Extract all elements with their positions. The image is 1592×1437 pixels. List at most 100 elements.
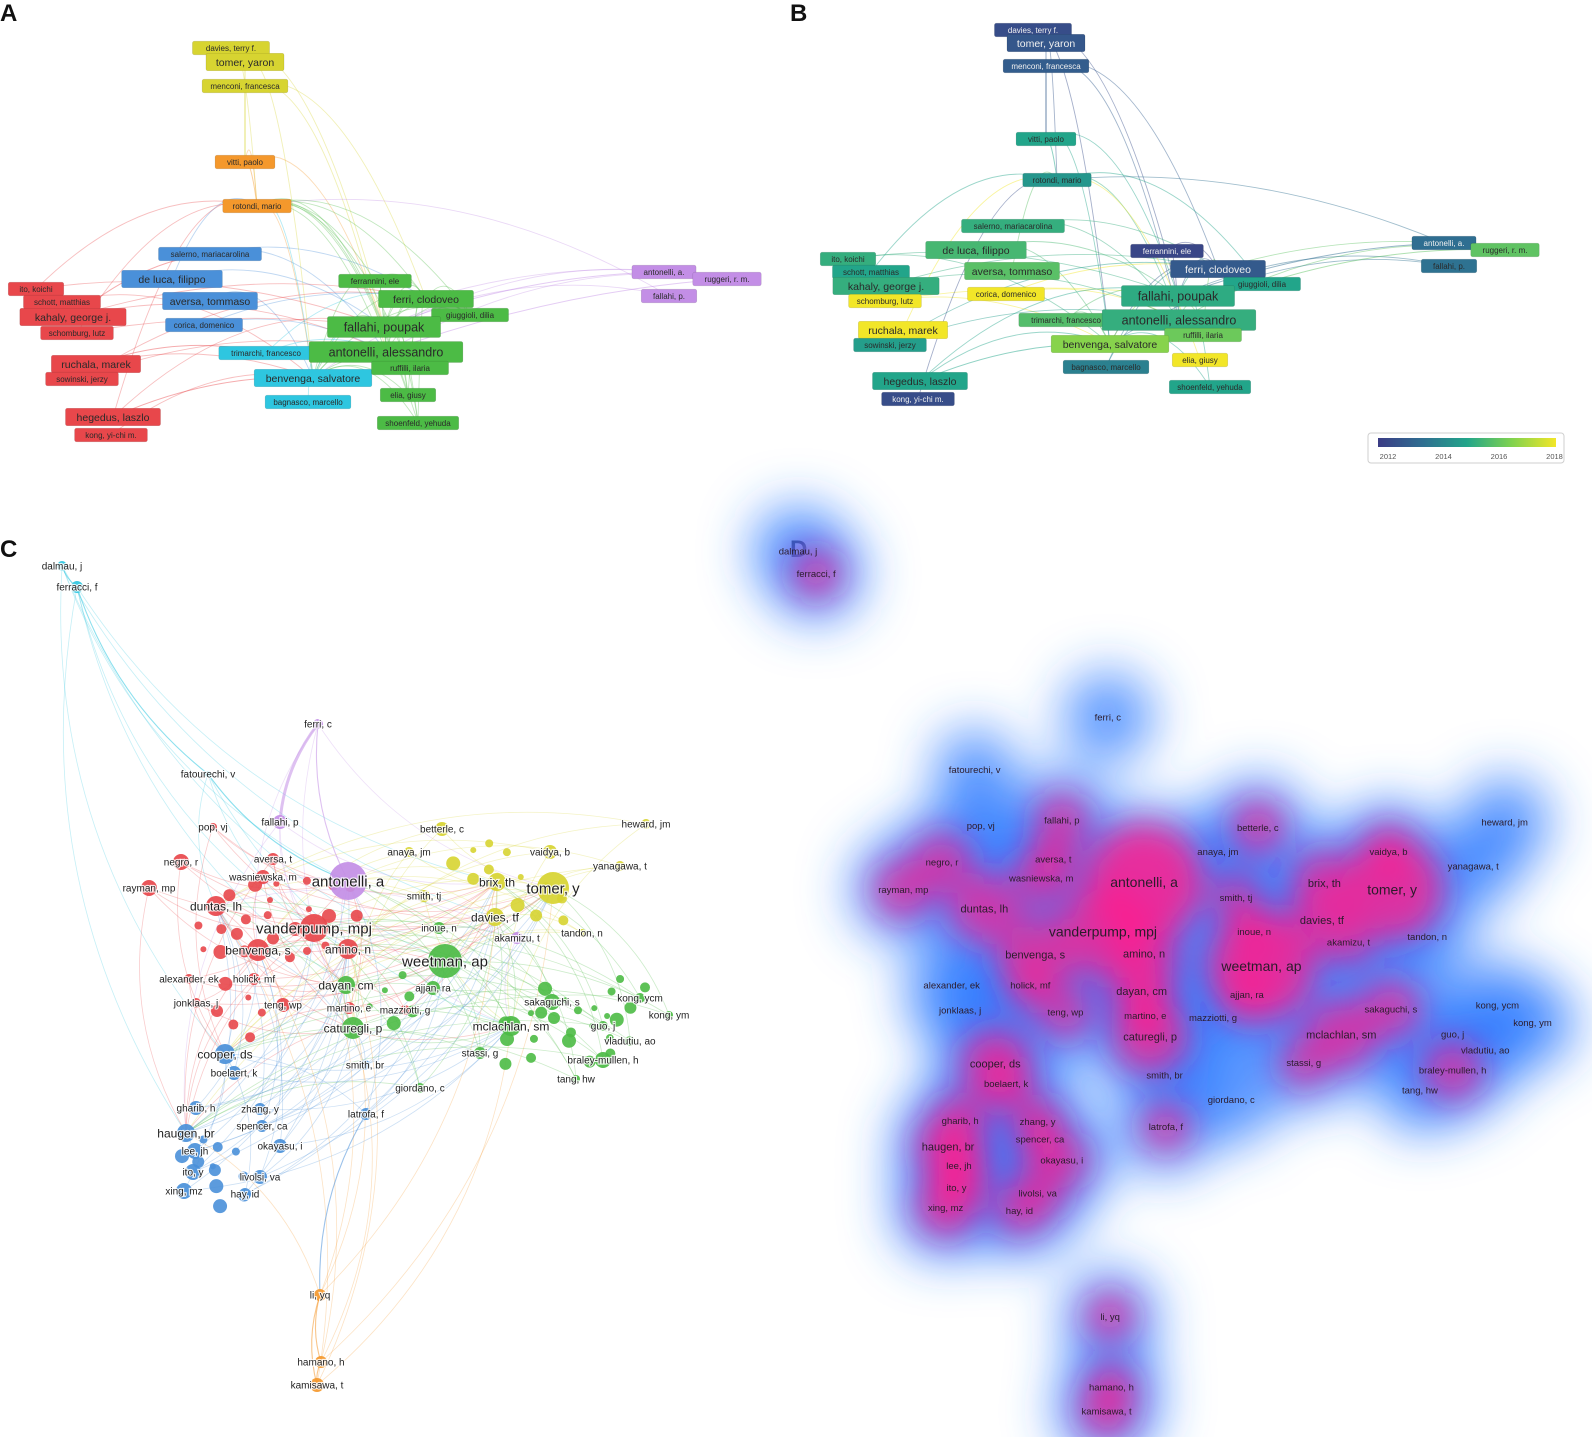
panel-b-node-menconi-francesca[interactable]: menconi, francesca [1002,58,1090,74]
panel-b-node-ruchala-marek[interactable]: ruchala, marek [858,320,948,340]
panel-c-node-fallahi-p[interactable]: fallahi, p [260,815,300,830]
panel-b-node-sowinski-jerzy[interactable]: sowinski, jerzy [853,337,927,353]
panel-c-node-hay-id[interactable]: hay, id [230,1188,260,1202]
panel-a-node-giuggioli-dilia[interactable]: giuggioli, dilia [431,307,509,323]
panel-c-node-tandon-n[interactable]: tandon, n [560,927,604,940]
panel-b-node-hegedus-laszlo[interactable]: hegedus, laszlo [872,371,968,391]
panel-c-node-sakaguchi-s[interactable]: sakaguchi, s [523,994,581,1010]
panel-c-node-negro-r[interactable]: negro, r [163,854,200,870]
panel-c-node-mazziotti-g[interactable]: mazziotti, g [379,1004,432,1017]
panel-c-node-aversa-t[interactable]: aversa, t [253,853,293,867]
panel-b-node-ruffilli-ilaria[interactable]: ruffilli, ilaria [1164,327,1242,343]
panel-c-node-livolsi-va[interactable]: livolsi, va [239,1170,282,1185]
panel-a-node-hegedus-laszlo[interactable]: hegedus, laszlo [65,407,161,427]
panel-b-node-shoenfeld-yehuda[interactable]: shoenfeld, yehuda [1168,379,1252,395]
panel-b-node-kahaly-george-j[interactable]: kahaly, george j. [832,276,940,296]
panel-c-node-betterle-c[interactable]: betterle, c [419,822,465,837]
panel-c-node-xing-mz[interactable]: xing, mz [164,1183,204,1199]
panel-a-node-benvenga-salvatore[interactable]: benvenga, salvatore [253,368,373,388]
panel-c-node-rayman-mp[interactable]: rayman, mp [122,880,177,896]
panel-c-node-kong-ycm[interactable]: kong, ycm [616,992,664,1005]
panel-b-node-salerno-mariacarolina[interactable]: salerno, mariacarolina [961,218,1065,234]
panel-c-node-dalmau-j[interactable]: dalmau, j [41,560,84,573]
panel-c-node-brix-th[interactable]: brix, th [478,873,516,891]
panel-a-node-ruffilli-ilaria[interactable]: ruffilli, ilaria [371,360,449,376]
panel-c-node-dayan-cm[interactable]: dayan, cm [317,976,375,994]
panel-c-node-benvenga-s[interactable]: benvenga, s [224,939,292,961]
panel-c-node-ferracci-f[interactable]: ferracci, f [55,581,99,595]
panel-c-node-ferri-c[interactable]: ferri, c [303,718,333,731]
panel-a-node-sowinski-jerzy[interactable]: sowinski, jerzy [45,371,119,387]
panel-c-node-wasniewska-m[interactable]: wasniewska, m [227,870,298,885]
panel-c-node-stassi-g[interactable]: stassi, g [461,1047,499,1061]
panel-a-node-fallahi-p[interactable]: fallahi, p. [640,288,698,304]
panel-b-node-schott-matthias[interactable]: schott, matthias [832,264,910,280]
panel-c-node-okayasu-i[interactable]: okayasu, i [256,1139,304,1154]
panel-c-node-mclachlan-sm[interactable]: mclachlan, sm [472,1016,550,1036]
panel-c-node-duntas-lh[interactable]: duntas, lh [189,896,243,916]
panel-a-node-salerno-mariacarolina[interactable]: salerno, mariacarolina [158,246,262,262]
panel-a-node-rotondi-mario[interactable]: rotondi, mario [222,198,292,214]
panel-b-node-bagnasco-marcello[interactable]: bagnasco, marcello [1062,359,1150,375]
panel-c-node-braley-mullen-h[interactable]: braley-mullen, h [566,1052,640,1068]
panel-b-node-benvenga-salvatore[interactable]: benvenga, salvatore [1050,334,1170,354]
panel-c-node-tang-hw[interactable]: tang, hw [556,1073,597,1086]
panel-b-node-antonelli-alessandro[interactable]: antonelli, alessandro [1101,309,1257,331]
panel-a-node-kong-yi-chi-m[interactable]: kong, yi-chi m. [74,427,148,443]
panel-a-node-de-luca-filippo[interactable]: de luca, filippo [121,269,223,289]
panel-c-node-martino-e[interactable]: martino, e [326,1002,373,1016]
panel-a-node-ruggeri-r-m[interactable]: ruggeri, r. m. [692,271,762,287]
panel-c-node-hamano-h[interactable]: hamano, h [296,1356,346,1370]
panel-a-node-corica-domenico[interactable]: corica, domenico [165,317,243,333]
panel-a-node-tomer-yaron[interactable]: tomer, yaron [205,52,285,72]
panel-c-node-giordano-c[interactable]: giordano, c [394,1082,446,1095]
panel-c-node-cooper-ds[interactable]: cooper, ds [196,1044,254,1064]
panel-c-node-jonklaas-j[interactable]: jonklaas, j [172,997,220,1010]
panel-c-node-smith-tj[interactable]: smith, tj [406,890,442,904]
panel-c-node-lee-jh[interactable]: lee, jh [181,1143,209,1159]
panel-a-node-ferrannini-ele[interactable]: ferrannini, ele [338,273,412,289]
panel-c-node-ito-y[interactable]: ito, y [181,1164,205,1180]
panel-c-node-gharib-h[interactable]: gharib, h [175,1101,217,1116]
panel-b-node-vitti-paolo[interactable]: vitti, paolo [1015,131,1077,147]
panel-b-node-ferri-clodoveo[interactable]: ferri, clodoveo [1170,259,1266,279]
panel-c-node-alexander-ek[interactable]: alexander, ek [158,973,221,986]
panel-a-node-schomburg-lutz[interactable]: schomburg, lutz [40,325,114,341]
panel-a-node-kahaly-george-j[interactable]: kahaly, george j. [19,307,127,327]
panel-b-node-aversa-tommaso[interactable]: aversa, tommaso [964,261,1060,281]
panel-b-node-schomburg-lutz[interactable]: schomburg, lutz [848,293,922,309]
panel-c-node-latrofa-f[interactable]: latrofa, f [347,1108,385,1122]
panel-b-node-elia-giusy[interactable]: elia, giusy [1171,352,1229,368]
panel-b-node-ruggeri-r-m[interactable]: ruggeri, r. m. [1470,242,1540,258]
panel-c-node-akamizu-t[interactable]: akamizu, t [493,932,541,946]
panel-b-node-tomer-yaron[interactable]: tomer, yaron [1006,33,1086,53]
panel-a-node-fallahi-poupak[interactable]: fallahi, poupak [327,316,441,338]
panel-c-node-antonelli-a[interactable]: antonelli, a [311,862,386,900]
panel-c-node-spencer-ca[interactable]: spencer, ca [235,1120,289,1134]
panel-a-node-antonelli-a[interactable]: antonelli, a. [631,264,697,280]
panel-a-node-shoenfeld-yehuda[interactable]: shoenfeld, yehuda [376,415,460,431]
panel-a-node-trimarchi-francesco[interactable]: trimarchi, francesco [218,345,314,361]
panel-c-node-yanagawa-t[interactable]: yanagawa, t [592,860,648,873]
panel-c-node-vanderpump-mpj[interactable]: vanderpump, mpj [255,914,373,942]
panel-b-node-antonelli-a[interactable]: antonelli, a. [1411,235,1477,251]
panel-c-node-guo-j[interactable]: guo, j [590,1020,617,1033]
panel-a-node-ruchala-marek[interactable]: ruchala, marek [51,354,141,374]
panel-c-node-ajjan-ra[interactable]: ajjan, ra [414,981,452,996]
panel-c-node-smith-br[interactable]: smith, br [345,1059,386,1072]
panel-c-node-haugen-br[interactable]: haugen, br [156,1124,216,1142]
panel-c-node-teng-wp[interactable]: teng, wp [263,998,303,1013]
panel-a-node-davies-terry-f[interactable]: davies, terry f. [192,40,270,56]
panel-b-node-rotondi-mario[interactable]: rotondi, mario [1022,172,1092,188]
panel-b-node-trimarchi-francesco[interactable]: trimarchi, francesco [1018,312,1114,328]
panel-c-node-davies-tf[interactable]: davies, tf [470,908,521,926]
panel-c-node-anaya-jm[interactable]: anaya, jm [386,846,432,859]
panel-c-node-li-yq[interactable]: li, yq [309,1289,331,1303]
panel-a-node-aversa-tommaso[interactable]: aversa, tommaso [162,291,258,311]
panel-c-node-pop-vj[interactable]: pop, vj [197,821,229,834]
panel-b-node-kong-yi-chi-m[interactable]: kong, yi-chi m. [881,391,955,407]
panel-b-node-ito-koichi[interactable]: ito, koichi [819,251,877,267]
panel-a-node-bagnasco-marcello[interactable]: bagnasco, marcello [264,394,352,410]
panel-c-node-weetman-ap[interactable]: weetman, ap [400,944,489,978]
panel-c-node-zhang-y[interactable]: zhang, y [240,1103,280,1117]
